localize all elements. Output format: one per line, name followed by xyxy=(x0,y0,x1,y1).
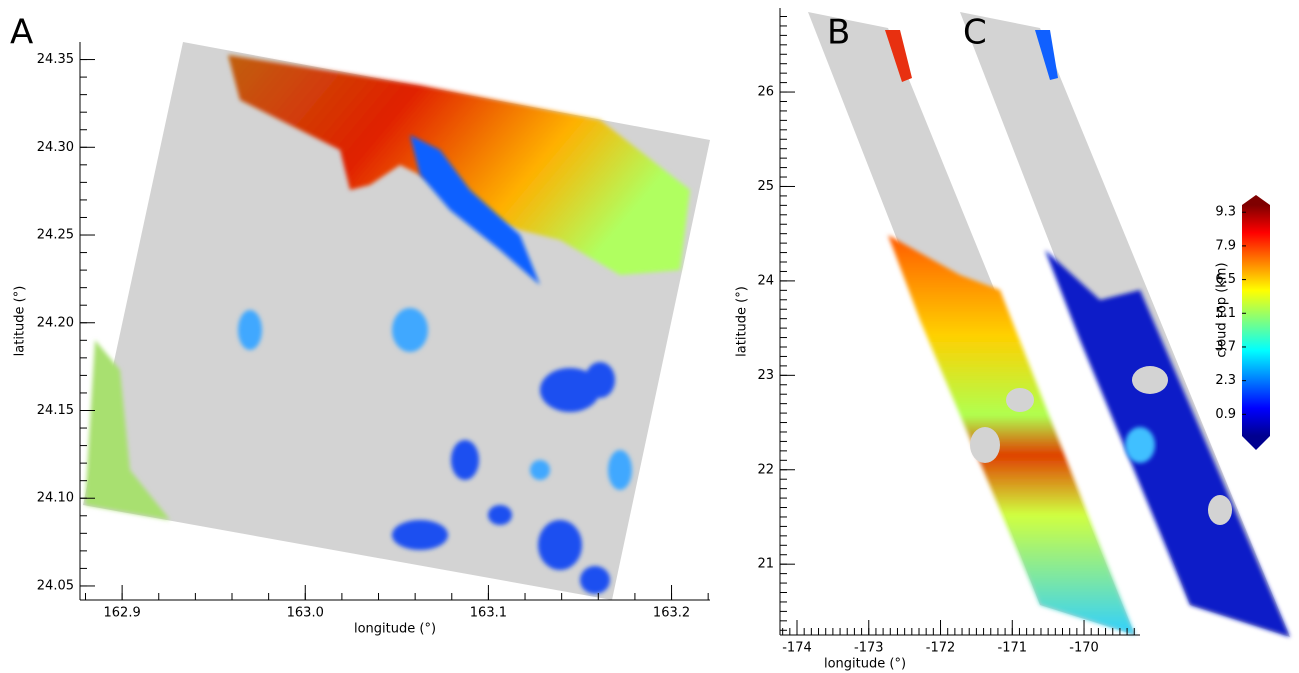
y-tick-label: 24.35 xyxy=(37,52,74,67)
colorbar-tick-label: 0.9 xyxy=(1215,407,1236,422)
colorbar-tick-label: 7.9 xyxy=(1215,238,1236,253)
y-tick-label: 24.05 xyxy=(37,578,74,593)
x-tick-label: -173 xyxy=(854,641,884,656)
image-b xyxy=(808,12,1135,635)
y-tick-label: 24 xyxy=(757,273,774,288)
y-tick-label: 24.10 xyxy=(37,491,74,506)
colorbar-tick-label: 2.3 xyxy=(1215,373,1236,388)
y-tick-label: 21 xyxy=(757,557,774,572)
x-tick-label: -172 xyxy=(926,641,956,656)
x-tick-label: 163.2 xyxy=(653,606,690,621)
panel-label: C xyxy=(963,13,987,53)
y-tick-label: 22 xyxy=(757,462,774,477)
panel-label: B xyxy=(827,13,850,53)
y-tick-label: 24.25 xyxy=(37,228,74,243)
colorbar-tick-label: 5.1 xyxy=(1215,306,1236,321)
image-c xyxy=(960,12,1290,637)
x-axis-title: longitude (°) xyxy=(824,657,906,672)
colorbar xyxy=(1242,205,1270,436)
colorbar-title: cloud top (km) xyxy=(1215,262,1230,357)
y-tick-label: 26 xyxy=(757,85,774,100)
y-tick-label: 24.30 xyxy=(37,140,74,155)
x-tick-label: 163.1 xyxy=(470,606,507,621)
colorbar-tick-label: 3.7 xyxy=(1215,339,1236,354)
x-tick-label: -170 xyxy=(1069,641,1099,656)
x-tick-label: 162.9 xyxy=(104,606,141,621)
y-axis-title: latitude (°) xyxy=(735,286,750,357)
x-tick-label: -171 xyxy=(998,641,1028,656)
x-axis-title: longitude (°) xyxy=(354,622,436,637)
colorbar-tick-label: 9.3 xyxy=(1215,205,1236,220)
panel-label: A xyxy=(10,13,33,53)
y-tick-label: 24.20 xyxy=(37,315,74,330)
y-tick-label: 24.15 xyxy=(37,403,74,418)
y-axis-title: latitude (°) xyxy=(13,286,28,357)
x-tick-label: 163.0 xyxy=(287,606,324,621)
y-tick-label: 25 xyxy=(757,179,774,194)
colorbar-tick-label: 6.5 xyxy=(1215,272,1236,287)
y-tick-label: 23 xyxy=(757,368,774,383)
colorbar-end xyxy=(1242,436,1270,450)
colorbar-end xyxy=(1242,195,1270,205)
x-tick-label: -174 xyxy=(782,641,812,656)
image-a xyxy=(83,42,710,600)
